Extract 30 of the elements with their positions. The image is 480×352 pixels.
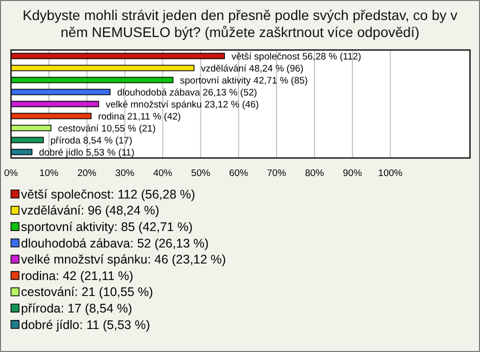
x-tick-label: 70% [267, 168, 287, 179]
data-label: příroda 8,54 % (17) [50, 135, 132, 146]
legend-label: sportovní aktivity: 85 (42,71 %) [21, 220, 193, 234]
legend-label: cestování: 21 (10,55 %) [21, 285, 154, 300]
legend-label: větší společnost: 112 (56,28 %) [21, 187, 196, 202]
data-label: dobré jídlo 5,53 % (11) [38, 147, 134, 158]
x-tick-label: 0% [4, 168, 18, 179]
data-label: dlouhodobá zábava 26,13 % (52) [117, 87, 258, 98]
legend-label: dobré jídlo: 11 (5,53 %) [21, 318, 150, 332]
x-tick-label: 60% [229, 168, 249, 179]
x-tick-label: 100% [378, 168, 404, 179]
legend-label: příroda: 17 (8,54 %) [21, 301, 132, 316]
data-label: sportovní aktivity 42,71 % (85) [180, 75, 308, 86]
data-label: větší společnost 56,28 % (112) [231, 51, 362, 62]
chart-title: Kdybyste mohli strávit jeden den přesně podle svých představ, co by v něm NEMUSELO být? (můžete zaškrtnout více odpovědí) [22, 7, 458, 40]
data-label: cestování 10,55 % (21) [58, 123, 156, 134]
x-tick-label: 40% [153, 168, 173, 179]
x-tick-label: 90% [342, 168, 362, 179]
x-tick-label: 50% [191, 168, 211, 179]
legend-label: dlouhodobá zábava: 52 (26,13 %) [21, 236, 209, 250]
data-label: rodina 21,11 % (42) [98, 111, 181, 122]
data-label: velké množství spánku 23,12 % (46) [106, 99, 259, 110]
legend-label: rodina: 42 (21,11 %) [21, 268, 134, 283]
legend-label: velké množství spánku: 46 (23,12 %) [21, 252, 226, 267]
x-tick-label: 10% [39, 168, 59, 179]
data-label: vzdělávání 48,24 % (96) [200, 63, 304, 74]
legend-label: vzdělávání: 96 (48,24 %) [21, 204, 160, 218]
x-tick-label: 30% [115, 168, 135, 179]
x-tick-label: 80% [304, 168, 325, 179]
x-tick-label: 20% [77, 168, 97, 179]
